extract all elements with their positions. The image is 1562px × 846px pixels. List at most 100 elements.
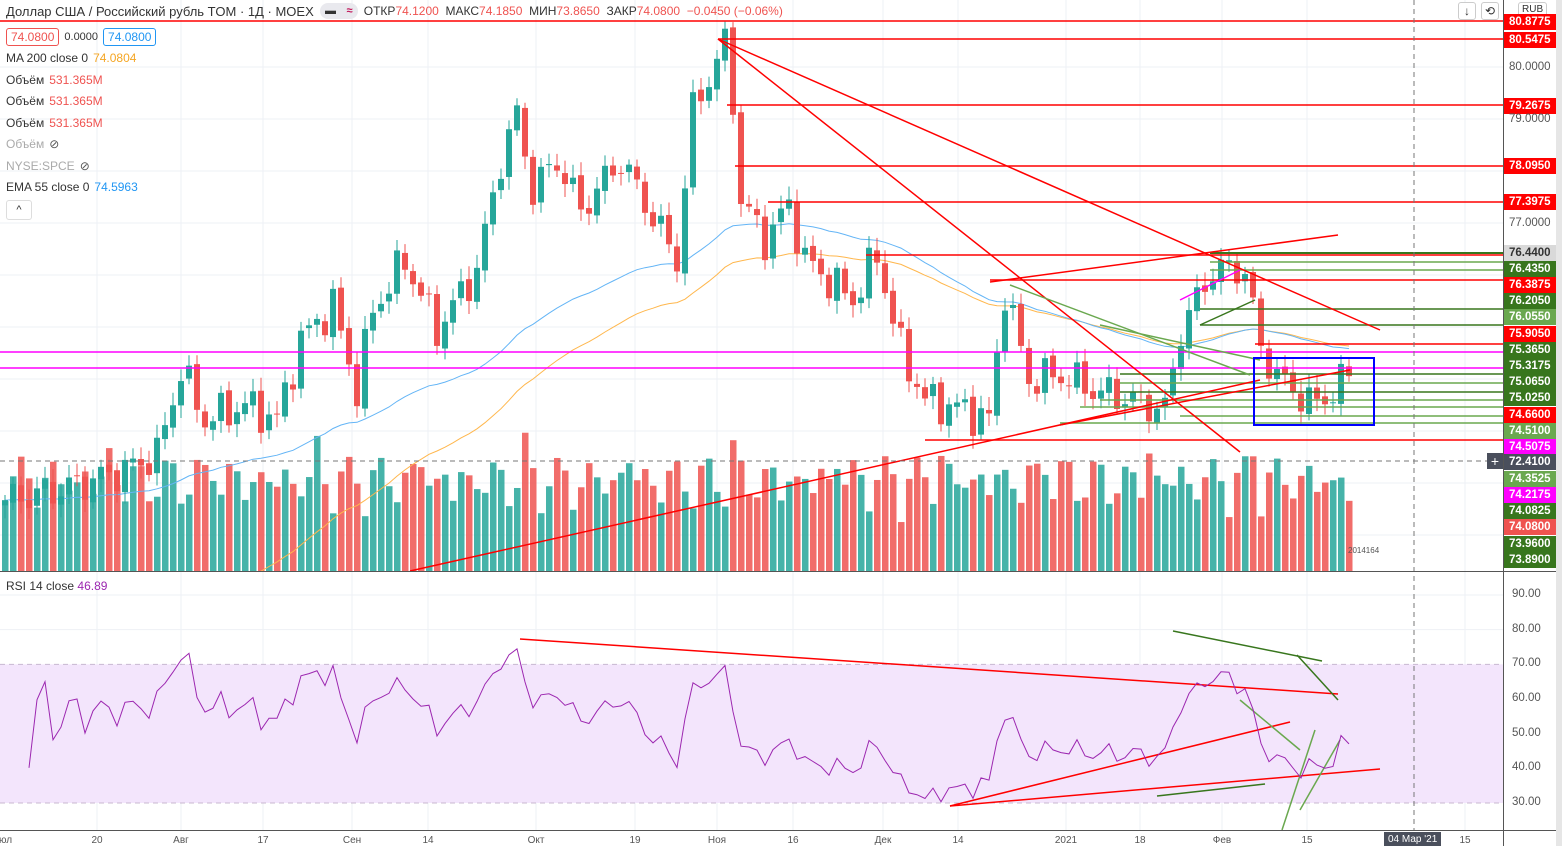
ma200-line bbox=[260, 253, 1350, 571]
candle bbox=[690, 79, 696, 195]
volume-bar bbox=[10, 476, 17, 571]
rsi-tick: 90.00 bbox=[1512, 587, 1541, 600]
legend-volume[interactable]: Объём 531.365M bbox=[6, 72, 103, 87]
volume-bar bbox=[890, 474, 897, 571]
candle-body bbox=[346, 328, 352, 365]
candle-body bbox=[658, 215, 664, 224]
compare-toggle[interactable]: ▬ ≈ bbox=[319, 3, 358, 19]
rsi-tick: 40.00 bbox=[1512, 761, 1541, 774]
candle-body bbox=[250, 391, 256, 406]
candle bbox=[322, 314, 328, 342]
candle-body bbox=[1130, 391, 1136, 402]
scrollbar bbox=[1556, 0, 1562, 846]
candle bbox=[882, 250, 888, 299]
candle bbox=[26, 489, 32, 520]
ask-box[interactable]: 74.0800 bbox=[103, 27, 157, 46]
legend-volume-hidden[interactable]: Объём ⊘ bbox=[6, 137, 60, 152]
price-label: 79.0000 bbox=[1509, 113, 1551, 125]
candle bbox=[770, 212, 776, 269]
volume-bar bbox=[1298, 475, 1305, 571]
reset-scale-button[interactable]: ⟲ bbox=[1481, 2, 1499, 20]
candle-body bbox=[234, 412, 240, 425]
candle-body bbox=[898, 321, 904, 328]
time-tick: 14 bbox=[422, 835, 434, 846]
candle-body bbox=[402, 252, 408, 270]
candle bbox=[490, 180, 496, 236]
legend-spce-hidden[interactable]: NYSE:SPCE ⊘ bbox=[6, 158, 90, 173]
candle bbox=[738, 105, 744, 217]
candle bbox=[866, 236, 872, 309]
candle bbox=[466, 266, 472, 315]
volume-bar bbox=[50, 461, 57, 571]
price-label: 76.3875 bbox=[1504, 277, 1556, 293]
candle-body bbox=[618, 172, 624, 174]
price-label: 73.8900 bbox=[1504, 552, 1556, 568]
legend-ema55[interactable]: EMA 55 close 0 74.5963 bbox=[6, 180, 138, 195]
volume-bar bbox=[562, 470, 569, 571]
candle bbox=[938, 377, 944, 432]
candle bbox=[410, 263, 416, 297]
time-tick: 15 bbox=[1301, 835, 1313, 846]
price-label: 73.9600 bbox=[1504, 536, 1556, 552]
volume-bar bbox=[898, 522, 905, 571]
legend-volume[interactable]: Объём 531.365M bbox=[6, 115, 103, 130]
candle-body bbox=[1330, 402, 1336, 404]
candle-body bbox=[834, 267, 840, 301]
volume-bar bbox=[1034, 463, 1041, 571]
price-label: 78.0950 bbox=[1504, 158, 1556, 174]
volume-bar bbox=[722, 506, 729, 571]
candle-body bbox=[1338, 363, 1344, 404]
volume-bar bbox=[474, 489, 481, 571]
volume-bar bbox=[1338, 477, 1345, 571]
candle bbox=[1082, 348, 1088, 406]
chevron-up-icon: ^ bbox=[16, 204, 22, 216]
candle-body bbox=[1034, 386, 1040, 394]
volume-bar bbox=[242, 499, 249, 571]
legend-volume[interactable]: Объём 531.365M bbox=[6, 94, 103, 109]
volume-bar bbox=[826, 478, 833, 571]
volume-bar bbox=[122, 501, 129, 571]
symbol-title[interactable]: Доллар США / Российский рубль TOM · 1Д ·… bbox=[6, 3, 314, 19]
volume-bar bbox=[74, 482, 81, 571]
candle bbox=[674, 233, 680, 283]
volume-bar bbox=[1170, 485, 1177, 571]
arrow-down-icon: ↓ bbox=[1464, 4, 1470, 18]
collapse-legend-button[interactable]: ^ bbox=[6, 200, 32, 220]
volume-bar bbox=[394, 502, 401, 571]
candle-body bbox=[386, 293, 392, 302]
eye-off-icon[interactable]: ⊘ bbox=[49, 137, 60, 152]
rsi-tick: 80.00 bbox=[1512, 622, 1541, 635]
candle-body bbox=[1250, 272, 1256, 298]
volume-bar bbox=[378, 457, 385, 571]
time-tick: 14 bbox=[952, 835, 964, 846]
volume-bar bbox=[770, 467, 777, 571]
candle bbox=[1338, 355, 1344, 417]
rsi-legend[interactable]: RSI 14 close 46.89 bbox=[6, 579, 108, 593]
trend-line bbox=[1099, 324, 1261, 361]
candle bbox=[786, 186, 792, 216]
candle bbox=[762, 204, 768, 270]
volume-bar bbox=[26, 478, 33, 571]
bid-box[interactable]: 74.0800 bbox=[6, 27, 60, 46]
volume-bar bbox=[954, 484, 961, 571]
candle-body bbox=[802, 247, 808, 255]
volume-bar bbox=[602, 493, 609, 571]
candle-body bbox=[546, 164, 552, 166]
eye-off-icon[interactable]: ⊘ bbox=[79, 158, 90, 173]
volume-bar bbox=[1090, 461, 1097, 571]
candle bbox=[290, 374, 296, 403]
candle-body bbox=[1058, 376, 1064, 384]
candle-body bbox=[426, 293, 432, 295]
price-label: 74.2175 bbox=[1504, 487, 1556, 503]
volume-bar bbox=[18, 456, 25, 571]
volume-bar bbox=[634, 480, 641, 571]
candle-body bbox=[826, 274, 832, 299]
candle bbox=[642, 172, 648, 226]
volume-bar bbox=[66, 490, 73, 571]
volume-bar bbox=[514, 487, 521, 571]
volume-bar bbox=[386, 486, 393, 571]
scroll-down-button[interactable]: ↓ bbox=[1458, 2, 1476, 20]
legend-ma200[interactable]: MA 200 close 0 74.0804 bbox=[6, 51, 137, 66]
volume-bar bbox=[906, 478, 913, 571]
